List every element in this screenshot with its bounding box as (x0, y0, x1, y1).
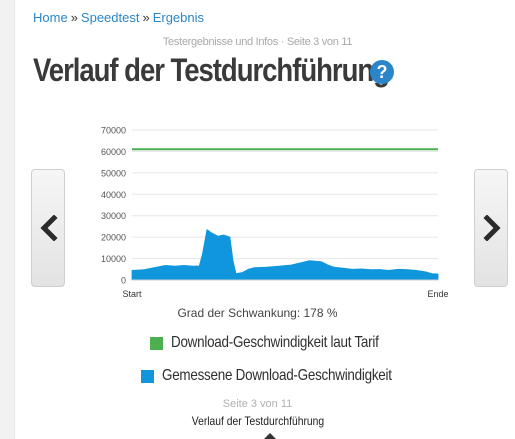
y-tick-label: 20000 (101, 233, 126, 243)
next-page-button[interactable] (474, 169, 508, 287)
y-tick-label: 40000 (101, 190, 126, 200)
speed-chart: 0 10000 20000 30000 40000 50000 60000 70000 Star… (101, 126, 449, 300)
legend-swatch-tarif (150, 336, 163, 350)
footer-page-title[interactable]: Verlauf der Testdurchführung (0, 414, 515, 428)
variation-text: Grad der Schwankung: 178 % (177, 306, 338, 320)
legend-item-tarif[interactable]: Download-Geschwindigkeit laut Tarif (150, 334, 418, 352)
breadcrumb-separator: » (70, 10, 78, 25)
footer-page-title-text: Verlauf der Testdurchführung (191, 414, 324, 428)
footer-page-indicator: Seite 3 von 11 (222, 398, 293, 410)
chevron-right-icon (483, 215, 501, 241)
y-tick-label: 70000 (101, 126, 126, 136)
breadcrumb-home-link[interactable]: Home (33, 10, 68, 25)
chevron-left-icon (40, 215, 58, 241)
y-tick-label: 10000 (101, 254, 126, 264)
help-icon[interactable]: ? (370, 60, 394, 84)
breadcrumb-separator: » (142, 10, 150, 25)
x-tick-label-end: Ende (427, 289, 448, 299)
y-tick-label: 30000 (101, 211, 126, 221)
legend-label-measured: Gemessene Download-Geschwindigkeit (162, 367, 392, 384)
legend-swatch-measured (141, 369, 154, 383)
x-tick-label-start: Start (122, 289, 142, 299)
y-tick-label: 60000 (101, 147, 126, 157)
page-kicker: Testergebnisse und Infos · Seite 3 von 1… (162, 36, 353, 48)
measured-speed-area (131, 229, 439, 281)
y-tick-label: 0 (121, 276, 126, 286)
y-tick-label: 50000 (101, 168, 126, 178)
previous-page-button[interactable] (31, 169, 65, 287)
title-row: Verlauf der Testdurchführung ? (33, 50, 447, 90)
breadcrumb-ergebnis-link[interactable]: Ergebnis (152, 10, 205, 25)
legend-item-measured[interactable]: Gemessene Download-Geschwindigkeit (141, 367, 436, 385)
breadcrumb-speedtest-link[interactable]: Speedtest (80, 10, 140, 25)
breadcrumb: Home» Speedtest» Ergebnis (33, 10, 204, 25)
caret-up-icon (264, 433, 276, 439)
page-title: Verlauf der Testdurchführung (33, 51, 390, 88)
left-rail (0, 0, 15, 439)
legend-label-tarif: Download-Geschwindigkeit laut Tarif (171, 334, 379, 351)
